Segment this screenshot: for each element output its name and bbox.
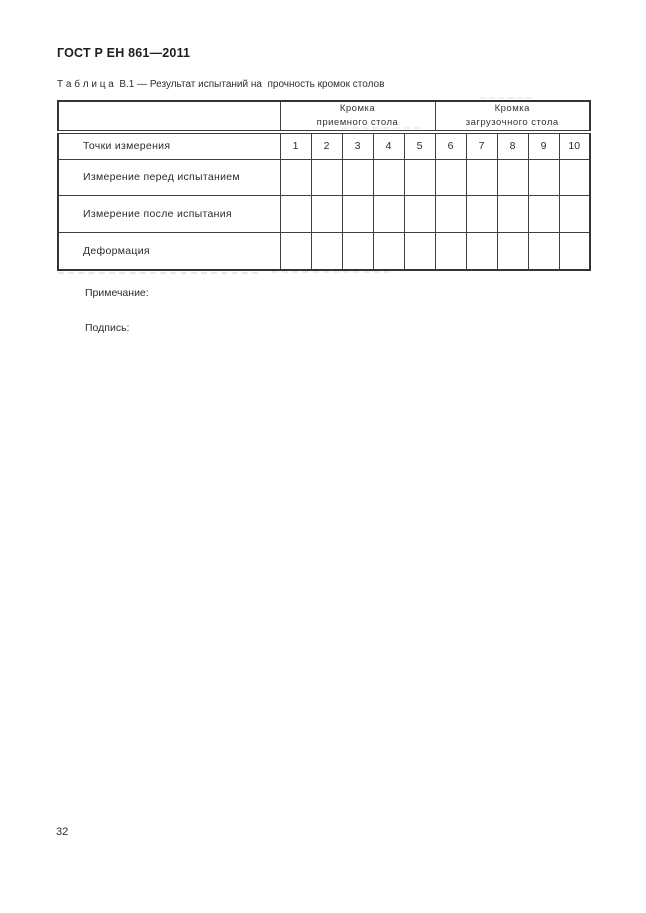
results-table: Кромка приемного стола Кромка загрузочно…	[57, 100, 591, 271]
group-label-line: Кромка	[339, 103, 376, 115]
value-cell	[341, 231, 374, 271]
value-cell	[403, 194, 436, 233]
value-cell	[279, 158, 312, 196]
group-header-loading-table: Кромка загрузочного стола	[434, 100, 591, 134]
corner-cell	[57, 100, 281, 134]
row-label: Измерение перед испытанием	[57, 158, 281, 196]
row-label: Точки измерения	[57, 131, 281, 160]
note-label: Примечание:	[85, 287, 149, 299]
value-cell	[279, 194, 312, 233]
point-number: 1	[279, 131, 312, 160]
value-cell	[403, 231, 436, 271]
scan-artifact	[272, 271, 390, 273]
value-cell	[310, 158, 343, 196]
value-cell	[496, 194, 529, 233]
value-cell	[527, 158, 560, 196]
value-cell	[310, 194, 343, 233]
group-label-line: Кромка	[494, 103, 530, 115]
point-number: 7	[465, 131, 498, 160]
point-number: 9	[527, 131, 560, 160]
signature-label: Подпись:	[85, 322, 130, 334]
group-label-line: загрузочного стола	[465, 117, 559, 128]
value-cell	[496, 158, 529, 196]
row-label: Деформация	[57, 231, 281, 271]
table-caption: Т а б л и ц а В.1 — Результат испытаний …	[57, 79, 385, 90]
document-title: ГОСТ Р ЕН 861—2011	[57, 46, 191, 60]
value-cell	[434, 194, 467, 233]
value-cell	[310, 231, 343, 271]
group-header-receiving-table: Кромка приемного стола	[279, 100, 436, 134]
page-number: 32	[56, 826, 69, 838]
value-cell	[527, 194, 560, 233]
value-cell	[465, 231, 498, 271]
value-cell	[496, 231, 529, 271]
point-number: 5	[403, 131, 436, 160]
table-row-measure-after: Измерение после испытания	[57, 194, 591, 233]
point-number: 8	[496, 131, 529, 160]
point-number: 3	[341, 131, 374, 160]
value-cell	[434, 231, 467, 271]
scan-artifact	[342, 127, 420, 129]
table-row-measure-before: Измерение перед испытанием	[57, 158, 591, 196]
value-cell	[558, 231, 591, 271]
value-cell	[341, 158, 374, 196]
value-cell	[527, 231, 560, 271]
value-cell	[372, 231, 405, 271]
column-group-header-row: Кромка приемного стола Кромка загрузочно…	[57, 100, 591, 134]
scan-artifact	[58, 272, 258, 274]
value-cell	[465, 158, 498, 196]
group-label-line: приемного стола	[316, 117, 399, 128]
value-cell	[558, 158, 591, 196]
point-number: 2	[310, 131, 343, 160]
value-cell	[434, 158, 467, 196]
row-label: Измерение после испытания	[57, 194, 281, 233]
table-row-deformation: Деформация	[57, 231, 591, 271]
value-cell	[372, 194, 405, 233]
point-number: 10	[558, 131, 591, 160]
value-cell	[341, 194, 374, 233]
value-cell	[558, 194, 591, 233]
point-number: 4	[372, 131, 405, 160]
value-cell	[403, 158, 436, 196]
value-cell	[279, 231, 312, 271]
point-number: 6	[434, 131, 467, 160]
value-cell	[372, 158, 405, 196]
measurement-points-row: Точки измерения 1 2 3 4 5 6 7 8 9 10	[57, 131, 591, 160]
value-cell	[465, 194, 498, 233]
scan-artifact	[480, 97, 532, 99]
